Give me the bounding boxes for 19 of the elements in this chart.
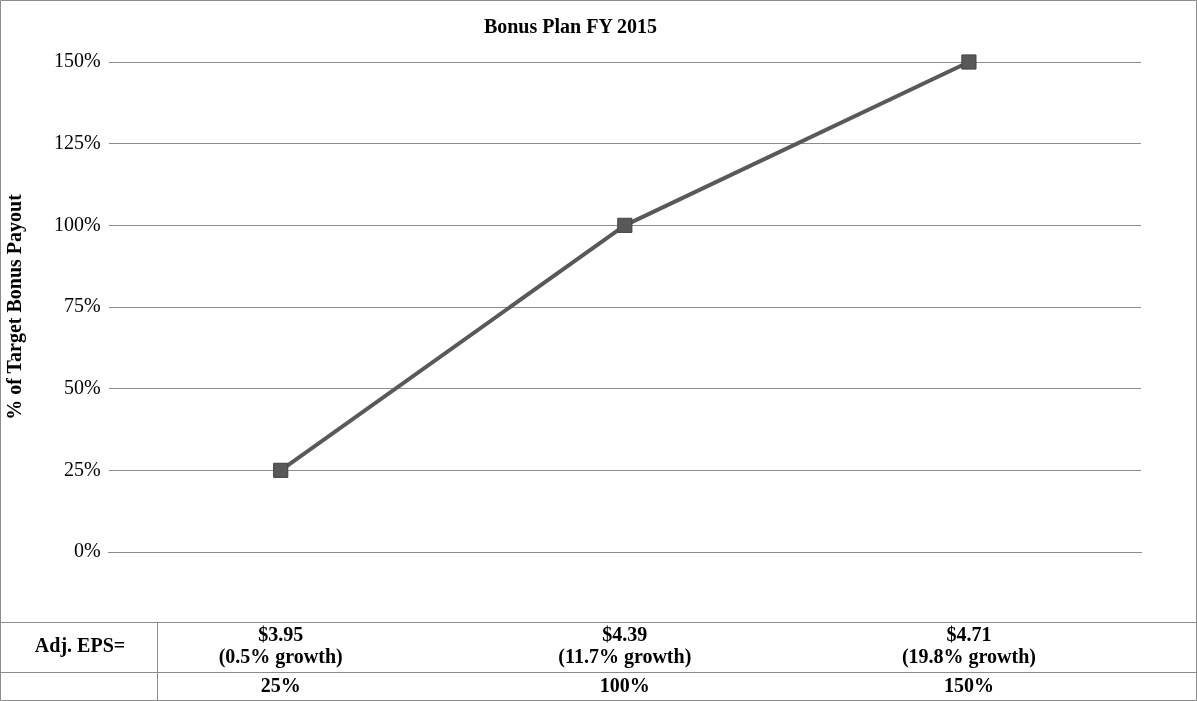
chart-title: Bonus Plan FY 2015 [483, 15, 658, 38]
y-tick-label: 150% [53, 49, 101, 72]
point [273, 462, 289, 478]
y-tick-label: 25% [63, 457, 101, 480]
y-axis-title: % of Target Bonus Payout [3, 193, 27, 420]
y-tick-label: 125% [53, 130, 101, 153]
y-tick-label: 50% [63, 375, 101, 398]
data-label: 100% [599, 674, 650, 697]
x-tick-label: $4.71 (19.8% growth) [901, 623, 1036, 669]
y-tick-label: 75% [63, 294, 101, 317]
point [961, 54, 977, 70]
x-axis-title: Adj. EPS= [34, 634, 126, 658]
y-tick-label: 0% [73, 539, 101, 562]
data-label: 150% [943, 674, 994, 697]
point [617, 217, 633, 233]
x-tick-label: $3.95 (0.5% growth) [218, 623, 343, 669]
data-label: 25% [260, 674, 301, 697]
y-tick-label: 100% [53, 212, 101, 235]
x-tick-label: $4.39 (11.7% growth) [558, 623, 692, 669]
